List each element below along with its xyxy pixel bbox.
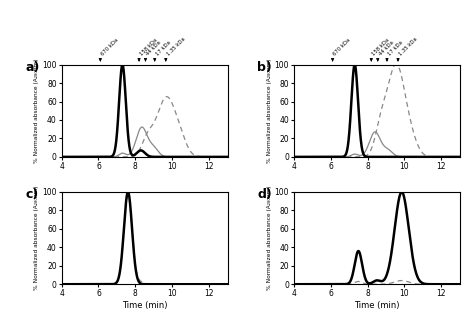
Y-axis label: % Normalized absorbance (A₂₈₀nm): % Normalized absorbance (A₂₈₀nm) [35, 58, 39, 163]
Y-axis label: % Normalized absorbance (A₂₈₀nm): % Normalized absorbance (A₂₈₀nm) [35, 186, 39, 290]
Y-axis label: % Normalized absorbance (A₂₈₀nm): % Normalized absorbance (A₂₈₀nm) [267, 186, 272, 290]
Text: 670 kDa: 670 kDa [100, 37, 119, 56]
Text: b): b) [257, 61, 272, 74]
Text: 44 kDa: 44 kDa [378, 39, 394, 56]
X-axis label: Time (min): Time (min) [354, 301, 400, 310]
Text: 17 kDa: 17 kDa [155, 39, 172, 56]
Text: 44 kDa: 44 kDa [146, 39, 162, 56]
Text: a): a) [25, 61, 39, 74]
Text: 17 kDa: 17 kDa [387, 39, 404, 56]
Text: 1.35 kDa: 1.35 kDa [166, 36, 186, 56]
Text: c): c) [25, 188, 38, 201]
X-axis label: Time (min): Time (min) [122, 301, 167, 310]
Text: 670 kDa: 670 kDa [333, 37, 352, 56]
Text: 158 kDa: 158 kDa [371, 37, 391, 56]
Y-axis label: % Normalized absorbance (A₂₈₀nm): % Normalized absorbance (A₂₈₀nm) [267, 58, 272, 163]
Text: d): d) [257, 188, 272, 201]
Text: 158 kDa: 158 kDa [139, 37, 158, 56]
Text: 1.35 kDa: 1.35 kDa [398, 36, 418, 56]
